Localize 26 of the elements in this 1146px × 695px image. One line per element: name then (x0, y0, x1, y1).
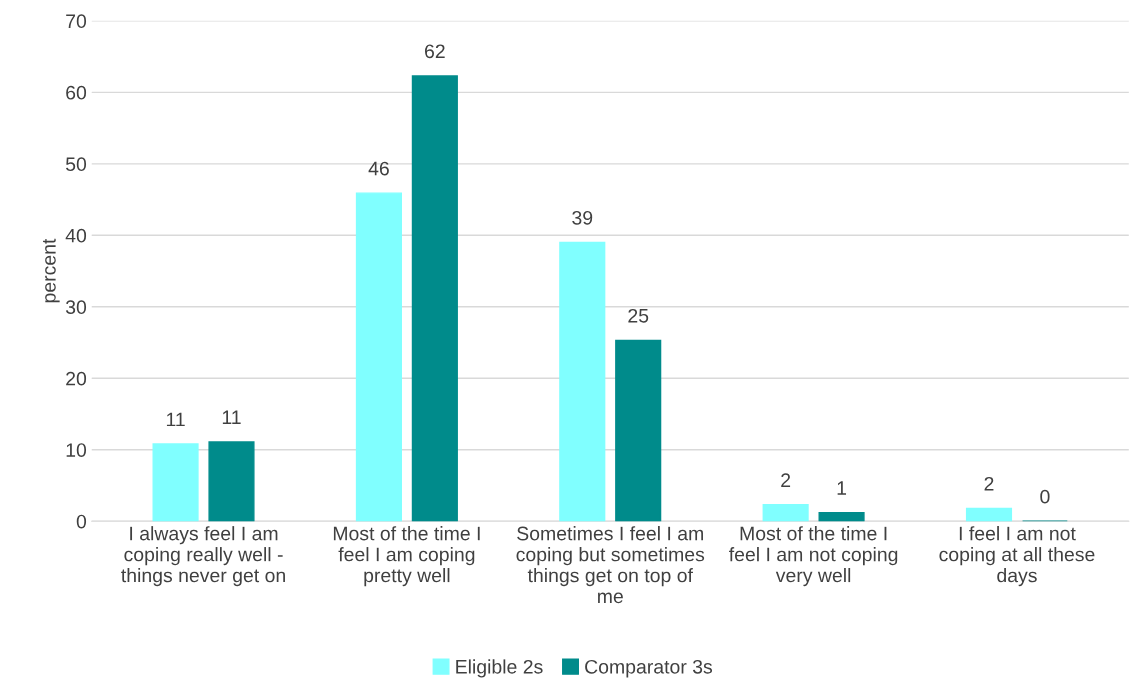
y-tick-label: 70 (66, 14, 87, 29)
y-tick-label: 20 (66, 371, 87, 386)
data-label: 62 (425, 44, 445, 59)
data-label: 11 (166, 412, 185, 427)
legend-label: Comparator 3s (585, 659, 713, 678)
data-label: 1 (837, 481, 847, 495)
data-label: 2 (984, 476, 994, 491)
x-tick-label: I always feel I am coping really well - things never get on (121, 526, 285, 587)
x-tick-label: I feel I am not coping at all these days (939, 526, 1095, 587)
y-tick-label: 30 (65, 300, 87, 315)
y-tick-label: 40 (65, 228, 87, 243)
y-tick-label: 60 (66, 85, 87, 100)
y-tick-label: 50 (65, 157, 87, 172)
x-tick-label: Most of the time I feel I am coping pretty well (333, 526, 480, 587)
data-label: 2 (781, 473, 791, 487)
data-label: 0 (1040, 489, 1050, 504)
legend-label: Eligible 2s (456, 659, 543, 678)
data-label: 46 (368, 161, 389, 176)
y-axis-title: percent (43, 238, 60, 303)
data-label: 25 (628, 308, 649, 323)
data-label: 11 (222, 410, 241, 424)
data-label: 39 (572, 210, 593, 225)
x-tick-label: Sometimes I feel I am coping but sometimes things get on top of me (516, 526, 705, 604)
y-tick-label: 0 (76, 514, 87, 529)
y-tick-label: 10 (66, 443, 87, 457)
x-tick-label: Most of the time I feel I am not coping very well (729, 526, 898, 587)
